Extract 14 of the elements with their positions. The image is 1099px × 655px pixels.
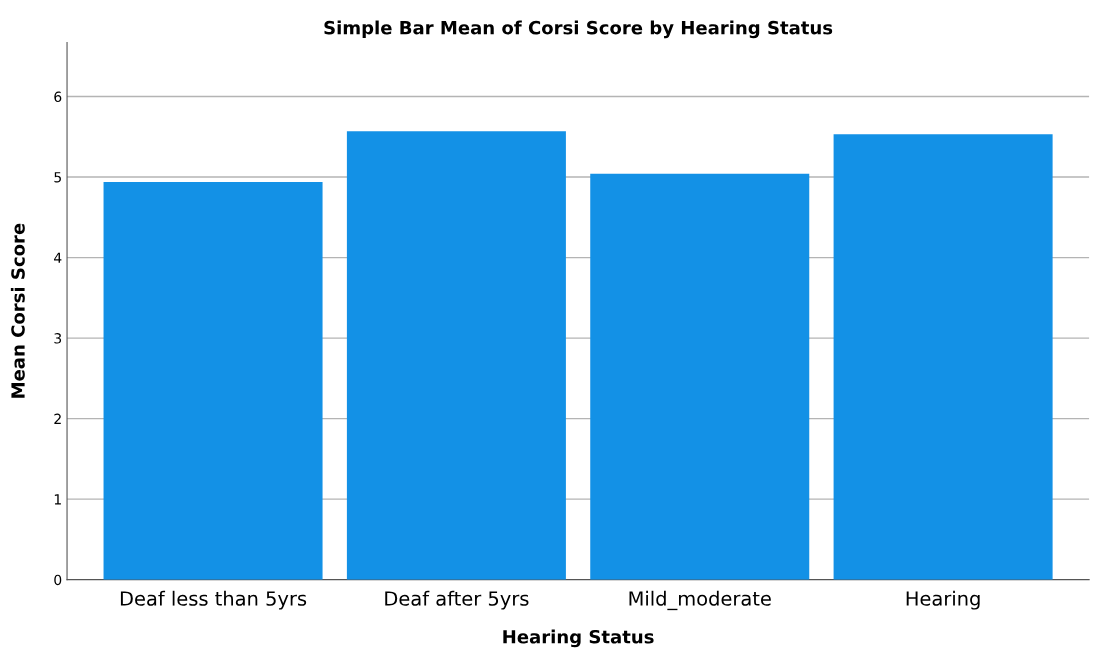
x-axis-title: Hearing Status <box>503 629 654 648</box>
y-tick-label: 2 <box>54 413 61 424</box>
x-tick-label: Deaf less than 5yrs <box>120 590 307 610</box>
y-tick-label: 6 <box>54 91 62 102</box>
y-tick-label: 3 <box>54 333 62 344</box>
y-tick-label: 5 <box>54 172 61 183</box>
x-tick-label: Mild_moderate <box>629 590 771 611</box>
y-axis-title: Mean Corsi Score <box>10 223 25 398</box>
y-tick-label: 1 <box>54 494 61 505</box>
y-tick-label: 0 <box>54 574 62 586</box>
x-tick-label: Deaf after 5yrs <box>385 590 529 610</box>
x-tick-label: Hearing <box>906 590 980 610</box>
chart-title: Simple Bar Mean of Corsi Score by Hearing Status <box>324 20 833 39</box>
y-tick-label: 4 <box>54 252 62 263</box>
